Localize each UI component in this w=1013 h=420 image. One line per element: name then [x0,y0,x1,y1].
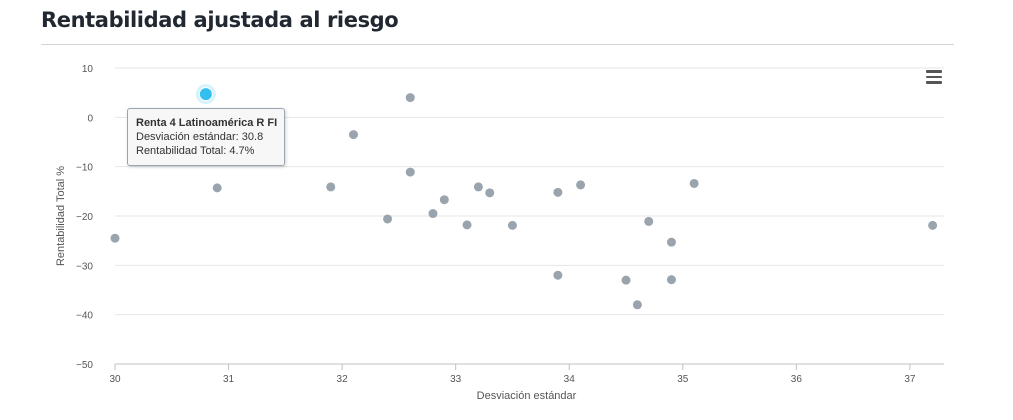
y-tick-label: −30 [76,261,93,272]
y-tick-label: −50 [76,360,93,371]
page-title: Rentabilidad ajustada al riesgo [41,8,399,32]
tooltip-x-row: Desviación estándar: 30.8 [136,131,264,143]
tooltip-x-value: 30.8 [241,131,264,143]
data-point [666,237,676,247]
y-tick-label: −10 [76,163,93,174]
point-tooltip: Renta 4 Latinoamérica R FI Desviación es… [127,108,285,166]
data-point [485,188,495,198]
data-point [110,233,120,243]
y-tick-label: −20 [76,212,93,223]
y-axis-title: Rentabilidad Total % [55,166,67,266]
x-tick-label: 30 [109,374,121,385]
data-point [553,187,563,197]
data-point [689,178,699,188]
data-point [405,93,415,103]
data-point [383,214,393,224]
y-tick-label: 10 [82,64,94,75]
highlighted-data-point [198,87,213,102]
tooltip-fund-name: Renta 4 Latinoamérica R FI [136,117,278,129]
tooltip-y-row: Rentabilidad Total: 4.7% [136,145,255,157]
data-point [326,182,336,192]
data-point [348,130,358,140]
y-tick-label: 0 [87,113,93,124]
data-point [212,183,222,193]
data-point [632,300,642,310]
tooltip-y-value: 4.7% [229,145,255,157]
x-tick-label: 36 [791,374,803,385]
tooltip-y-label: Rentabilidad Total [136,145,224,157]
x-tick-label: 34 [564,374,576,385]
x-tick-label: 35 [677,374,689,385]
x-tick-label: 31 [223,374,235,385]
x-axis-title: Desviación estándar [477,390,577,402]
data-point [439,195,449,205]
hamburger-menu-icon[interactable] [924,70,944,86]
data-point [576,180,586,190]
data-point [405,167,415,177]
data-point [553,270,563,280]
x-tick-label: 37 [904,374,916,385]
data-point [473,182,483,192]
x-tick-label: 33 [450,374,462,385]
x-tick-label: 32 [337,374,349,385]
y-tick-label: −40 [76,311,93,322]
data-point [644,216,654,226]
data-point [428,209,438,219]
data-point [462,220,472,230]
tooltip-x-label: Desviación estándar [136,131,236,143]
data-point [666,275,676,285]
data-point [507,220,517,230]
title-divider [41,44,954,45]
data-point [621,275,631,285]
data-point [928,220,938,230]
